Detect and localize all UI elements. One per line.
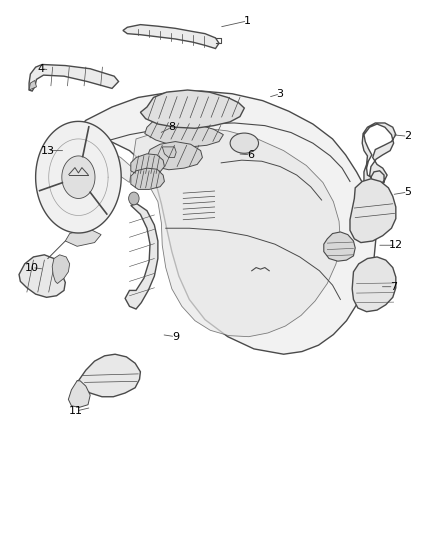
Text: 2: 2 bbox=[404, 131, 411, 141]
Circle shape bbox=[129, 192, 139, 205]
Polygon shape bbox=[141, 90, 244, 128]
Text: 3: 3 bbox=[277, 88, 284, 99]
Polygon shape bbox=[62, 156, 95, 198]
Polygon shape bbox=[68, 381, 90, 407]
Polygon shape bbox=[350, 179, 396, 243]
Polygon shape bbox=[29, 80, 36, 90]
Text: 1: 1 bbox=[244, 16, 251, 26]
Polygon shape bbox=[324, 232, 355, 261]
Polygon shape bbox=[35, 122, 121, 233]
Polygon shape bbox=[162, 147, 176, 158]
Text: 11: 11 bbox=[69, 406, 83, 416]
Polygon shape bbox=[146, 142, 202, 169]
Ellipse shape bbox=[230, 133, 258, 154]
Polygon shape bbox=[131, 154, 164, 175]
Polygon shape bbox=[19, 255, 65, 297]
Polygon shape bbox=[77, 354, 141, 397]
Polygon shape bbox=[29, 64, 119, 91]
Text: 13: 13 bbox=[41, 146, 55, 156]
Text: 4: 4 bbox=[37, 64, 44, 74]
Text: 7: 7 bbox=[390, 282, 397, 292]
Polygon shape bbox=[352, 257, 396, 312]
Polygon shape bbox=[65, 228, 101, 246]
Text: 9: 9 bbox=[172, 332, 179, 342]
Polygon shape bbox=[68, 127, 340, 337]
Text: 6: 6 bbox=[247, 150, 254, 160]
Polygon shape bbox=[145, 119, 223, 147]
Polygon shape bbox=[68, 91, 376, 354]
Text: 8: 8 bbox=[168, 122, 175, 132]
Polygon shape bbox=[131, 168, 164, 189]
Polygon shape bbox=[52, 255, 70, 284]
Polygon shape bbox=[125, 204, 158, 309]
Text: 12: 12 bbox=[389, 240, 403, 250]
Polygon shape bbox=[362, 123, 396, 189]
Polygon shape bbox=[123, 25, 219, 49]
Text: 5: 5 bbox=[404, 187, 411, 197]
Text: 10: 10 bbox=[25, 263, 39, 272]
